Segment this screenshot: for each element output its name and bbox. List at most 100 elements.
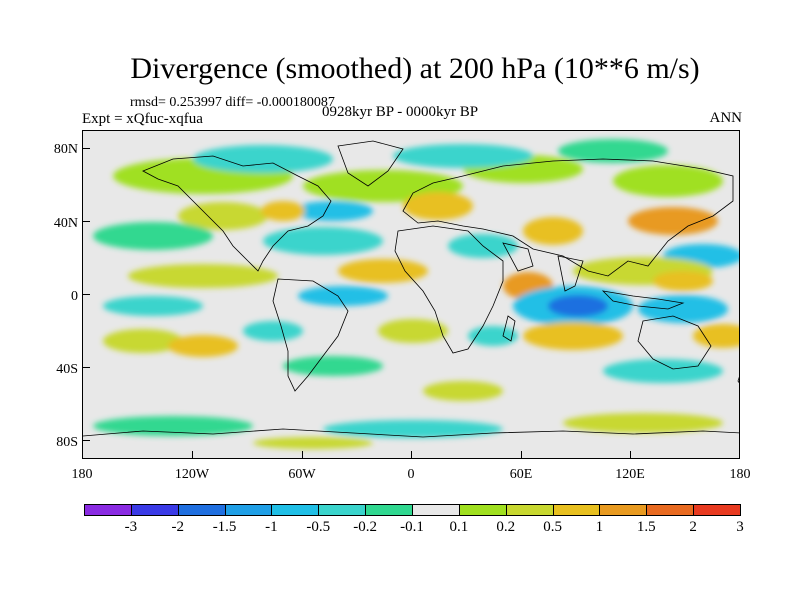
x-tick [630, 451, 631, 459]
colorbar-swatch [224, 504, 273, 516]
colorbar-swatch [84, 504, 132, 516]
field-blob [283, 356, 383, 376]
field-blob [403, 192, 473, 220]
coastline-madagascar [502, 315, 516, 342]
colorbar-swatch [365, 504, 413, 516]
coastline-arabia [502, 242, 534, 272]
coastline-indonesia [601, 290, 685, 310]
divergence-field [93, 139, 739, 449]
coastline-new-zealand [737, 376, 739, 384]
field-blob [523, 322, 623, 350]
colorbar-swatch [693, 504, 741, 516]
colorbar-label: -1 [265, 519, 278, 535]
y-tick [82, 440, 90, 441]
period-label: 0928kyr BP - 0000kyr BP [322, 104, 479, 120]
field-blob [128, 264, 278, 288]
field-blob [613, 165, 723, 197]
field-blob [423, 381, 503, 401]
colorbar-swatch [318, 504, 367, 516]
map-svg [83, 139, 739, 449]
x-label-0: 0 [407, 467, 415, 482]
coastlines [83, 140, 739, 438]
field-blob [253, 437, 373, 449]
coastline-north-america [142, 155, 332, 272]
colorbar-swatch [505, 504, 554, 516]
field-blob [468, 326, 518, 346]
experiment-label: Expt = xQfuc-xqfua [82, 111, 203, 127]
field-blob [653, 271, 713, 291]
y-tick [82, 294, 90, 295]
field-blob [323, 420, 503, 438]
colorbar-label: 1 [595, 519, 604, 535]
field-blob [393, 144, 533, 168]
x-tick [192, 451, 193, 459]
field-blob [603, 359, 723, 383]
field-blob [293, 201, 373, 221]
colorbar-label: 2 [689, 519, 697, 535]
field-blob [638, 295, 728, 323]
colorbar-swatch [458, 504, 507, 516]
colorbar-label: -0.1 [400, 519, 424, 535]
x-label-60w: 60W [288, 467, 316, 482]
field-blob [693, 324, 739, 348]
colorbar-label: -3 [124, 519, 138, 535]
colorbar-swatch [130, 504, 179, 516]
x-label-60e: 60E [509, 467, 533, 482]
field-blob [548, 295, 608, 317]
colorbar-label: -2 [171, 519, 184, 535]
y-label-80n: 80N [53, 142, 78, 157]
colorbar-label: -0.2 [353, 519, 378, 535]
colorbar-swatch [412, 504, 460, 516]
field-blob [298, 286, 388, 306]
stats-text: rmsd= 0.253997 diff= -0.000180087 [130, 95, 335, 110]
y-label-80s: 80S [56, 435, 78, 450]
y-tick [82, 221, 90, 222]
field-blob [103, 296, 203, 316]
colorbar-swatch [646, 504, 695, 516]
coastline-africa [394, 225, 504, 354]
colorbar-swatch [552, 504, 601, 516]
coastline-australia [637, 315, 712, 370]
colorbar-label: 0.5 [543, 519, 562, 535]
colorbar-label: -1.5 [212, 519, 237, 535]
y-label-40s: 40S [56, 362, 78, 377]
colorbar-label: 0.1 [449, 519, 469, 535]
y-label-0: 0 [71, 289, 78, 304]
x-tick [411, 451, 412, 459]
x-tick [302, 451, 303, 459]
field-blob [563, 413, 723, 433]
y-label-40n: 40N [53, 216, 78, 231]
y-tick [82, 367, 90, 368]
colorbar-label: 1.5 [636, 519, 656, 535]
x-tick [521, 451, 522, 459]
field-blob [168, 335, 238, 357]
field-blob [338, 259, 428, 283]
coastline-antarctica [83, 428, 739, 438]
x-label-180w: 180 [71, 467, 93, 482]
colorbar [84, 504, 741, 518]
colorbar-swatch [271, 504, 320, 516]
x-label-120w: 120W [174, 467, 210, 482]
y-tick [82, 148, 90, 149]
colorbar-swatch [599, 504, 648, 516]
colorbar-label: 3 [736, 519, 744, 535]
x-label-120e: 120E [615, 467, 645, 482]
chart-title: Divergence (smoothed) at 200 hPa (10**6 … [130, 52, 700, 85]
field-blob [93, 416, 253, 436]
colorbar-swatch [177, 504, 226, 516]
field-blob [263, 227, 383, 255]
coastline-eurasia [402, 158, 734, 277]
field-blob [378, 319, 448, 343]
field-blob [103, 329, 183, 353]
season-label: ANN [709, 110, 743, 126]
coastline-india [557, 255, 584, 292]
colorbar-label: 0.2 [496, 519, 516, 535]
x-label-180e: 180 [729, 467, 751, 482]
field-blob [558, 139, 668, 163]
divergence-map [82, 130, 740, 459]
field-blob [261, 201, 305, 221]
colorbar-label: -0.5 [306, 519, 331, 535]
coastline-south-america [272, 278, 349, 392]
field-blob [93, 222, 213, 250]
field-blob [628, 207, 718, 235]
